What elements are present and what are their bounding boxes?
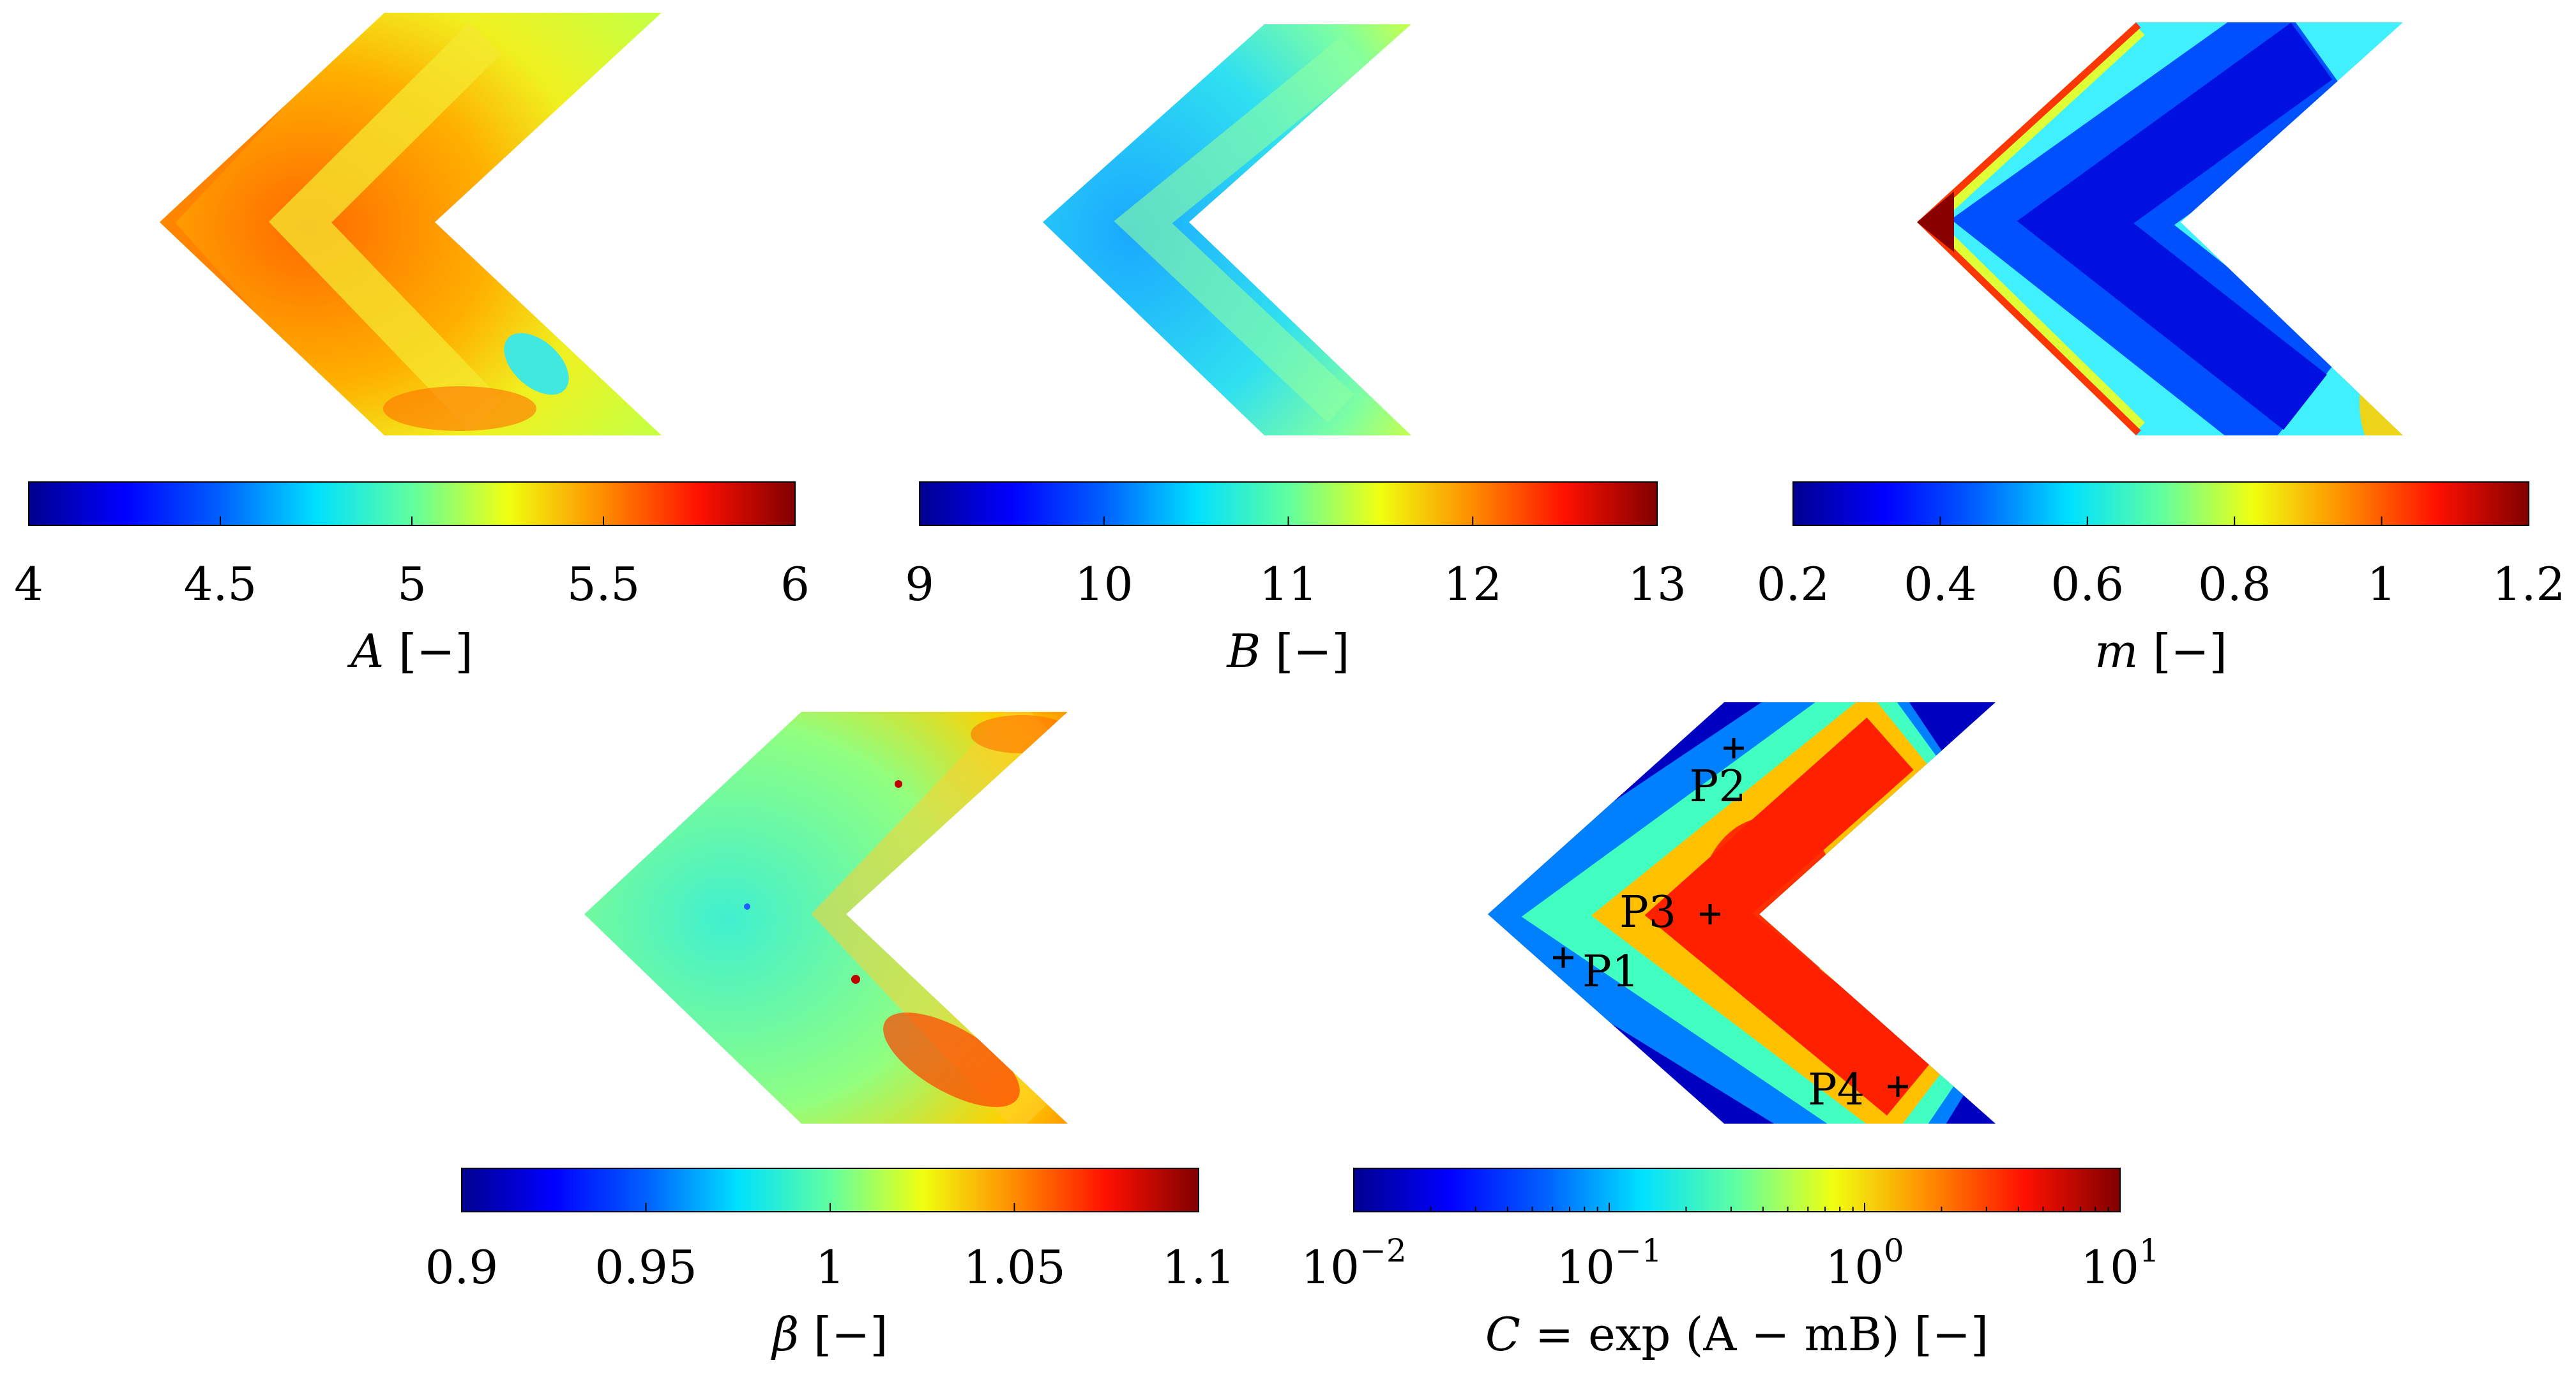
tick-label: 0.6 <box>2051 557 2125 611</box>
heatmap-C <box>1488 702 1996 1124</box>
colorbar-B: 9 10 11 12 13 B [−] <box>905 481 1686 678</box>
panel-C: P1 P2 P3 P4 <box>1488 702 1996 1124</box>
panel-B <box>1043 24 1411 435</box>
tick-label: 100 <box>1825 1232 1904 1294</box>
colorbar-A-label: A [−] <box>347 624 473 678</box>
tick-label: 1.2 <box>2492 557 2566 611</box>
tick-label: 10−2 <box>1301 1232 1406 1294</box>
tick-label: 1 <box>815 1240 845 1294</box>
tick-label: 10−1 <box>1556 1232 1662 1294</box>
colorbar-m-bar <box>1792 481 2529 526</box>
tick-label: 9 <box>905 557 934 611</box>
colorbar-C-label: C = exp (A − mB) [−] <box>1485 1307 1989 1361</box>
colorbar-m: 0.2 0.4 0.6 0.8 1 1.2 m [−] <box>1757 481 2566 678</box>
point-markers: P1 P2 P3 P4 <box>1553 738 1908 1115</box>
panel-m <box>1917 22 2403 435</box>
tick-label: 4.5 <box>184 557 257 611</box>
tick-label: 4 <box>14 557 43 611</box>
heatmap-beta <box>584 712 1068 1124</box>
tick-label: 5 <box>397 557 427 611</box>
tick-label: 0.95 <box>595 1240 697 1294</box>
marker-label-p4: P4 <box>1808 1065 1865 1115</box>
marker-p4: P4 <box>1808 1065 1908 1115</box>
tick-label: 1.1 <box>1162 1240 1236 1294</box>
tick-label: 6 <box>780 557 810 611</box>
tick-label: 12 <box>1443 557 1502 611</box>
colorbar-beta: 0.9 0.95 1 1.05 1.1 β [−] <box>425 1168 1236 1361</box>
colorbar-m-label: m [−] <box>2095 624 2227 678</box>
colorbar-B-label: B [−] <box>1225 624 1349 678</box>
colorbar-C-bar <box>1353 1168 2121 1212</box>
tick-label: 0.8 <box>2198 557 2271 611</box>
panel-beta <box>584 712 1068 1124</box>
tick-label: 10 <box>1075 557 1133 611</box>
colorbar-A: 4 4.5 5 5.5 6 A [−] <box>14 481 810 678</box>
colorbar-C: 10−2 10−1 100 101 C = exp (A − mB) [−] <box>1301 1168 2160 1361</box>
marker-p3: P3 <box>1619 887 1720 938</box>
tick-label: 0.9 <box>425 1240 499 1294</box>
marker-label-p1: P1 <box>1582 947 1639 997</box>
tick-label: 13 <box>1628 557 1686 611</box>
marker-label-p2: P2 <box>1689 762 1746 812</box>
colorbar-beta-label: β [−] <box>770 1307 888 1361</box>
tick-label: 101 <box>2080 1232 2159 1294</box>
heatmap-B <box>1043 24 1411 435</box>
heatmap-A <box>160 13 662 435</box>
marker-label-p3: P3 <box>1619 887 1676 938</box>
tick-label: 0.2 <box>1757 557 1830 611</box>
tick-label: 11 <box>1259 557 1318 611</box>
tick-label: 1 <box>2367 557 2397 611</box>
marker-p2: P2 <box>1689 738 1746 812</box>
tick-label: 1.05 <box>963 1240 1065 1294</box>
tick-label: 5.5 <box>567 557 640 611</box>
colorbars: 4 4.5 5 5.5 6A [−]9 10 11 12 13B [−]0.2 0.4 0.6 0.8… <box>14 481 2566 1361</box>
heatmap-m <box>1917 22 2403 435</box>
tick-label: 0.4 <box>1904 557 1977 611</box>
panel-A <box>160 13 662 435</box>
marker-p1: P1 <box>1553 947 1639 997</box>
